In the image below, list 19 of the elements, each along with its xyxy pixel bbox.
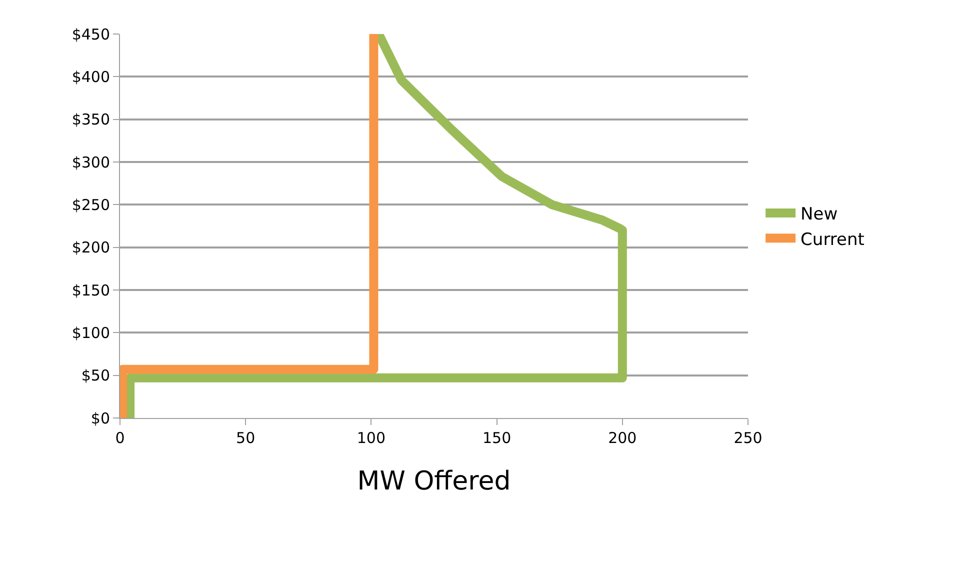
y-tick-label: $0 <box>90 409 110 428</box>
y-tick-label: $200 <box>72 238 110 257</box>
legend-label: Current <box>800 230 865 250</box>
x-tick-label: 250 <box>734 429 762 447</box>
x-axis-title: MW Offered <box>357 466 511 497</box>
x-tick-label: 150 <box>482 429 512 447</box>
y-tick-label: $150 <box>72 281 110 300</box>
y-tick-label: $250 <box>72 196 110 214</box>
x-tick-label: 0 <box>115 429 125 447</box>
x-tick-label: 50 <box>236 429 256 447</box>
x-tick-label: 100 <box>356 429 386 447</box>
y-tick-label: $50 <box>81 366 110 385</box>
y-tick-label: $450 <box>72 25 110 44</box>
legend-label: New <box>800 204 838 225</box>
x-tick-label: 200 <box>608 429 637 447</box>
y-tick-label: $300 <box>72 153 110 172</box>
y-tick-label: $350 <box>72 110 110 129</box>
y-tick-label: $400 <box>72 68 110 86</box>
y-tick-label: $100 <box>72 324 110 342</box>
